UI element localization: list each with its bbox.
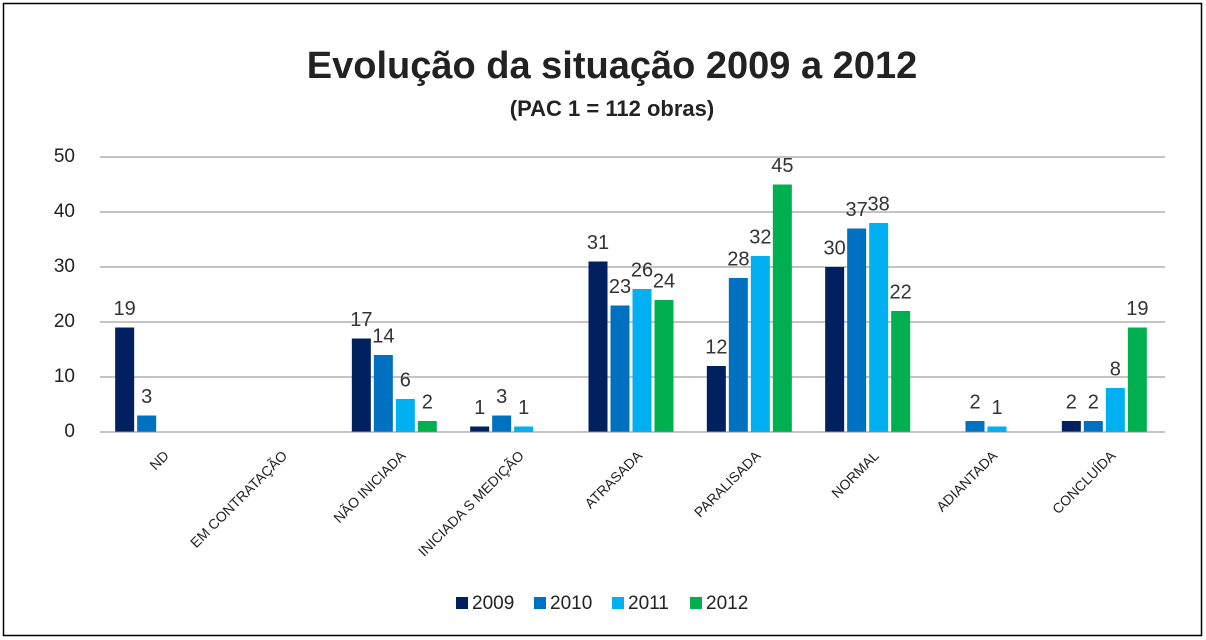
- bar: [588, 261, 608, 432]
- legend-label: 2012: [706, 593, 748, 614]
- bar: [470, 426, 490, 432]
- data-label: 2: [422, 391, 433, 413]
- data-label: 24: [653, 270, 675, 292]
- y-tick-label: 10: [54, 366, 75, 387]
- data-label: 2: [1088, 391, 1099, 413]
- data-label: 1: [991, 397, 1002, 419]
- data-label: 26: [631, 259, 653, 281]
- bar: [1105, 388, 1125, 432]
- legend-label: 2009: [472, 593, 514, 614]
- bar: [417, 421, 437, 432]
- bar: [395, 399, 415, 432]
- data-label: 37: [846, 199, 868, 221]
- bar: [514, 426, 534, 432]
- bar: [1061, 421, 1081, 432]
- data-label: 32: [749, 226, 771, 248]
- y-tick-label: 50: [54, 146, 75, 167]
- bar: [965, 421, 985, 432]
- bar: [632, 289, 652, 432]
- bar: [891, 311, 911, 432]
- bar: [750, 256, 770, 432]
- bar: [610, 305, 630, 432]
- bar: [115, 327, 135, 432]
- data-label: 8: [1110, 358, 1121, 380]
- data-label: 30: [824, 237, 846, 259]
- chart-title: Evolução da situação 2009 a 2012: [307, 45, 917, 87]
- data-label: 1: [518, 397, 529, 419]
- legend-label: 2010: [550, 593, 592, 614]
- data-label: 19: [1126, 298, 1148, 320]
- data-label: 17: [350, 309, 372, 331]
- data-label: 12: [705, 336, 727, 358]
- bar: [706, 366, 726, 432]
- y-tick-label: 40: [54, 201, 75, 222]
- bar: [847, 228, 867, 432]
- data-label: 1: [474, 397, 485, 419]
- y-tick-label: 20: [54, 311, 75, 332]
- data-label: 2: [1066, 391, 1077, 413]
- bar: [137, 415, 157, 432]
- data-label: 3: [496, 386, 507, 408]
- bar: [869, 223, 889, 432]
- bar: [1083, 421, 1103, 432]
- legend-swatch: [612, 597, 624, 609]
- bar: [1127, 327, 1147, 432]
- data-label: 19: [114, 298, 136, 320]
- data-label: 31: [587, 232, 609, 254]
- bar: [987, 426, 1007, 432]
- chart-subtitle: (PAC 1 = 112 obras): [510, 96, 714, 121]
- legend-swatch: [534, 597, 546, 609]
- y-tick-label: 30: [54, 256, 75, 277]
- bar: [654, 300, 674, 432]
- bar: [351, 338, 371, 432]
- data-label: 22: [890, 281, 912, 303]
- bar: [492, 415, 512, 432]
- data-label: 14: [372, 325, 394, 347]
- y-tick-label: 0: [64, 421, 75, 442]
- data-label: 45: [771, 155, 793, 177]
- bar: [728, 278, 748, 432]
- data-label: 23: [609, 276, 631, 298]
- data-label: 2: [969, 391, 980, 413]
- data-label: 38: [868, 193, 890, 215]
- data-label: 6: [400, 369, 411, 391]
- data-label: 28: [727, 248, 749, 270]
- legend-swatch: [456, 597, 468, 609]
- bar: [825, 267, 845, 432]
- legend-label: 2011: [628, 593, 669, 614]
- data-label: 3: [141, 386, 152, 408]
- bar: [772, 184, 792, 432]
- legend-swatch: [690, 597, 702, 609]
- bar: [373, 355, 393, 432]
